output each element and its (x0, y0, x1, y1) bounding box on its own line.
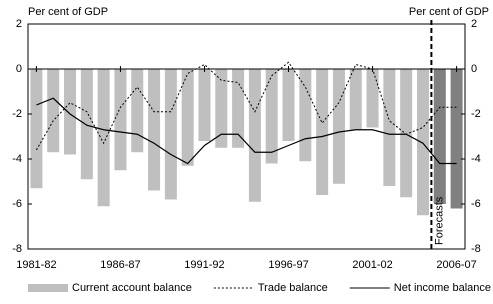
x-tick-label: 1981-82 (16, 259, 56, 271)
bar (97, 69, 110, 207)
x-tick-label: 2006-07 (436, 259, 476, 271)
y-tick-label: -4 (12, 153, 22, 165)
bar (332, 69, 345, 184)
y2-tick-label: -2 (471, 108, 481, 120)
bar (30, 69, 43, 189)
bar (433, 69, 446, 204)
y-tick-label: 2 (16, 18, 22, 30)
bar (450, 69, 463, 209)
bar (349, 69, 362, 130)
bar (299, 69, 312, 162)
x-tick-label: 1986-87 (100, 259, 140, 271)
bar (366, 69, 379, 128)
bar (383, 69, 396, 186)
bar (131, 69, 144, 153)
y-axis-label: Per cent of GDP (28, 6, 108, 18)
bar (148, 69, 161, 191)
y2-tick-label: -8 (471, 243, 481, 255)
y2-axis-label: Per cent of GDP (409, 6, 489, 18)
y2-tick-label: -6 (471, 198, 481, 210)
bar (282, 69, 295, 141)
bar (114, 69, 127, 171)
x-tick-label: 1991-92 (184, 259, 224, 271)
bar (416, 69, 429, 216)
bar (47, 69, 60, 153)
bar (215, 69, 228, 148)
bar (181, 69, 194, 166)
y2-tick-label: 2 (471, 18, 477, 30)
plot-frame (27, 23, 466, 250)
y2-tick-label: -4 (471, 153, 481, 165)
y-tick-label: -8 (12, 243, 22, 255)
bar (265, 69, 278, 164)
bar (198, 69, 211, 141)
legend-swatch (28, 284, 68, 292)
y-tick-label: -6 (12, 198, 22, 210)
y-tick-label: -2 (12, 108, 22, 120)
y2-tick-label: 0 (471, 63, 477, 75)
bar (316, 69, 329, 195)
line-series (36, 97, 457, 165)
bar (64, 69, 77, 155)
legend-label: Current account balance (72, 282, 192, 294)
x-tick-label: 2001-02 (352, 259, 392, 271)
bar (400, 69, 413, 198)
bar (248, 69, 261, 202)
bar (164, 69, 177, 200)
x-tick-label: 1996-97 (268, 259, 308, 271)
bar (232, 69, 245, 148)
legend-label: Trade balance (258, 282, 328, 294)
legend-label: Net income balance (394, 282, 491, 294)
forecast-annotation: Forecasts (433, 196, 445, 245)
bar (80, 69, 93, 180)
y-tick-label: 0 (16, 63, 22, 75)
